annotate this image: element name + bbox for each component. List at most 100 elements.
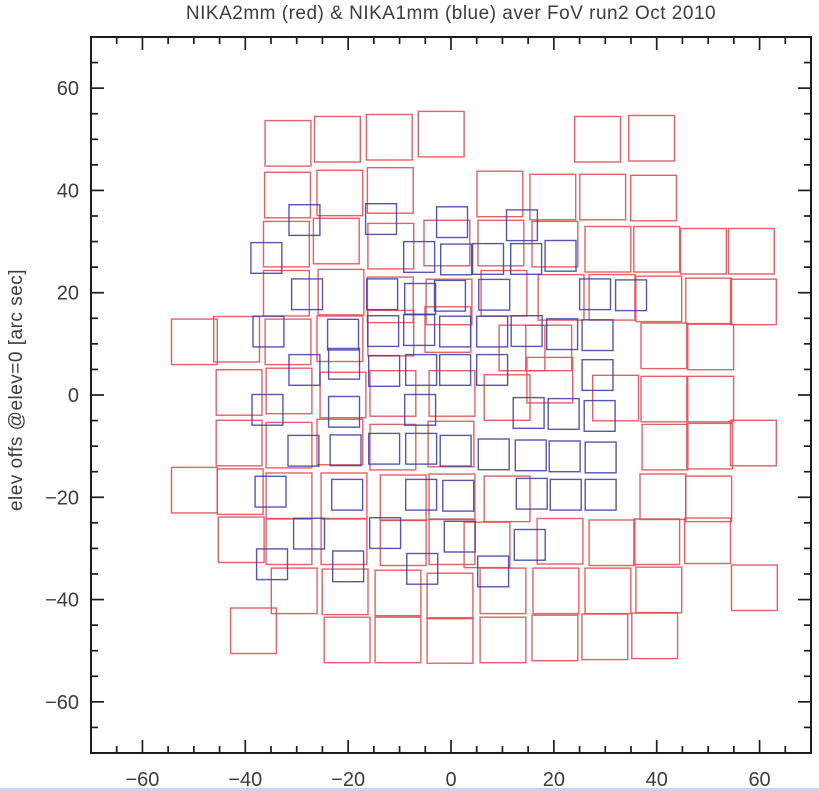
blue-square [287,434,320,467]
red-square [215,369,263,416]
blue-square [471,242,505,276]
blue-square [439,353,472,387]
red-square [640,375,688,423]
red-square [529,173,577,221]
red-square [635,275,683,323]
blue-square [405,478,438,511]
blue-square [581,319,614,352]
red-square [320,518,368,566]
red-square [367,309,415,357]
blue-square [251,393,284,426]
red-square [379,519,427,567]
blue-square [435,206,469,239]
red-square [263,171,312,219]
red-square [687,323,735,371]
blue-square [326,318,360,351]
red-square [170,318,218,366]
plot-frame [90,36,812,754]
red-square [687,375,735,423]
red-square [727,227,775,275]
blue-square [404,282,437,315]
red-square [312,217,360,265]
y-tick-label: −40 [45,590,79,612]
blue-square [439,434,472,467]
blue-square [255,548,289,581]
red-square [631,612,679,660]
blue-square [584,441,617,474]
red-square [639,473,687,521]
blue-square [369,517,402,550]
red-square [423,219,471,267]
red-square [641,423,689,471]
red-square [417,110,465,158]
red-square [374,569,422,617]
red-square [215,419,263,467]
blue-square [290,278,324,311]
blue-square [544,239,577,272]
blue-square [581,359,614,392]
blue-square [546,318,579,351]
blue-square [439,315,472,348]
blue-square [403,314,436,347]
blue-square [405,353,438,387]
red-square [730,564,778,612]
x-tick-label: 0 [445,769,456,791]
red-square [679,227,728,275]
blue-square [476,353,509,387]
blue-square [549,478,582,511]
blue-square [512,396,545,430]
red-square [365,113,413,161]
red-square [536,517,584,565]
blue-square [331,478,364,511]
red-square [729,419,777,467]
blue-square [403,240,436,274]
red-square [379,474,427,522]
blue-square [442,479,475,512]
y-tick-label: −20 [45,487,79,509]
red-square [425,278,473,326]
x-tick-label: 60 [748,769,770,791]
red-square [428,370,476,417]
red-square [262,269,310,317]
red-square [229,607,278,655]
red-square [579,173,627,221]
red-square [369,423,417,471]
red-square [217,516,265,564]
blue-square [443,520,476,553]
red-square [463,521,511,569]
red-square [635,566,683,614]
red-square [628,114,676,162]
blue-square [614,279,648,312]
x-tick-label: 20 [543,769,565,791]
red-square [640,322,688,370]
red-square [369,370,417,417]
blue-square [515,477,548,510]
red-square [633,225,681,273]
y-tick-label: 0 [68,385,79,407]
y-tick-label: −60 [45,692,79,714]
blue-square [578,278,612,311]
red-square [212,315,261,363]
red-square [480,269,528,317]
blue-square [288,353,321,387]
red-square [265,421,313,469]
blue-square [329,434,362,467]
red-square [479,567,527,615]
blue-square [583,399,616,433]
blue-square [250,241,283,275]
blue-square [547,397,580,431]
red-square [366,166,414,214]
x-tick-label: 40 [646,769,668,791]
red-square [317,268,365,316]
red-square [264,119,312,167]
blue-square [406,552,439,585]
blue-square [477,555,510,588]
red-square [321,568,369,616]
x-tick-label: −40 [228,769,262,791]
red-square [498,324,546,372]
red-square [476,170,524,218]
red-square [684,517,732,565]
red-square [367,222,415,270]
red-square [428,518,476,566]
